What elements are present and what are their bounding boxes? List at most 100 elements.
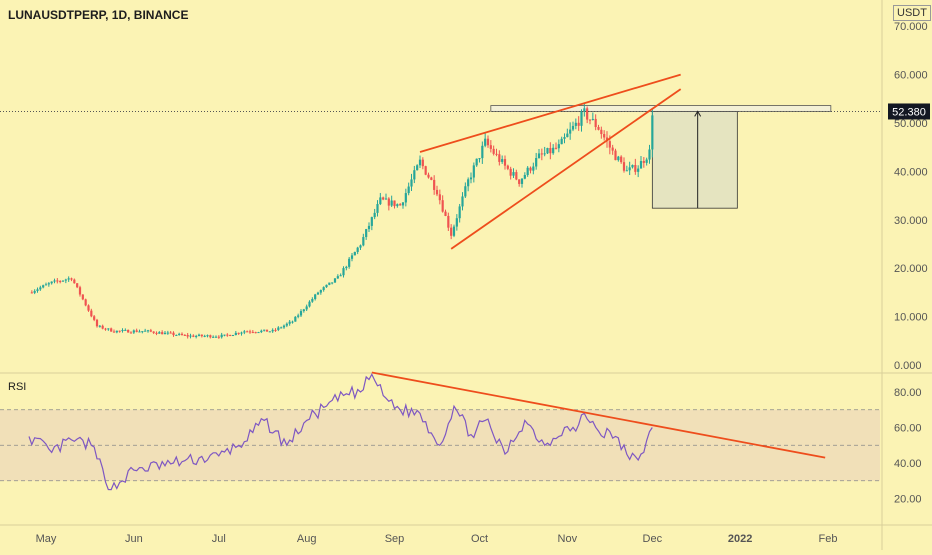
rsi-divergence-trendline[interactable] [371,371,826,459]
candle-body [146,330,150,332]
candle-body [277,327,280,330]
candle-body [124,329,127,331]
candle-body [560,138,563,145]
candle-body [144,330,147,332]
candle-body [433,179,436,190]
candle-body [214,336,218,338]
currency-badge[interactable]: USDT [893,5,931,21]
candle-body [90,310,93,317]
candle-body [498,154,501,162]
candle-body [441,200,444,212]
candle-body [180,333,184,335]
candle-body [639,161,643,169]
candle-body [336,276,339,279]
candle-body [268,331,271,333]
projection-box[interactable] [651,110,738,209]
wedge-lower-trendline[interactable] [450,88,682,250]
price-tick-label: 0.000 [894,360,922,372]
rsi-tick-label: 40.00 [894,458,922,470]
candle-body [345,266,348,269]
candle-body [280,327,283,329]
candle-body [620,156,623,163]
candle-body [382,197,385,200]
candle-body [234,332,237,336]
candle-body [101,325,104,329]
candle-body [518,179,521,184]
wedge-upper-trendline[interactable] [419,73,681,153]
candle-body [152,331,155,333]
candle-body [600,129,603,135]
candle-body [64,279,67,281]
candle-body [308,301,311,307]
time-tick-label: May [36,533,57,545]
candle-body [274,329,277,331]
candle-body [47,283,50,285]
candle-body [291,321,294,323]
last-price-label: 52.380 [892,106,926,118]
candle-body [591,118,594,120]
candle-body [263,329,266,331]
candle-body [594,118,597,128]
candle-body [138,331,141,333]
time-tick-label: Jul [212,533,226,545]
time-tick-label: Oct [471,533,488,545]
candle-body [393,200,396,207]
candle-body [588,119,592,121]
candle-body [175,334,178,336]
candle-body [331,282,334,284]
candle-body [450,227,453,236]
time-tick-label: Dec [643,533,663,545]
time-tick-label: Jun [125,533,143,545]
candle-body [297,315,300,317]
candle-body [529,167,532,171]
price-tick-label: 50.000 [894,118,928,130]
price-tick-label: 20.000 [894,263,928,275]
candle-body [537,153,541,158]
candle-body [87,305,90,311]
candle-body [141,331,144,333]
candle-body [107,328,110,330]
time-tick-label: Sep [385,533,405,545]
candle-body [217,336,220,338]
candle-body [243,331,246,333]
rsi-line[interactable] [28,372,653,491]
price-tick-label: 30.000 [894,215,928,227]
candle-body [42,285,45,288]
rsi-tick-label: 80.00 [894,387,922,399]
candle-body [282,325,286,328]
candle-body [501,159,504,162]
candle-body [608,141,611,148]
candle-body [367,225,371,230]
candle-body [444,211,447,216]
time-tick-label: Aug [297,533,317,545]
candle-body [373,212,376,218]
candle-body [509,168,512,176]
candle-body [515,172,518,180]
candle-body [413,170,416,180]
candle-body [95,319,99,327]
candle-body [302,309,305,312]
candle-body [407,186,410,194]
candle-body [622,162,626,171]
candle-body [59,281,62,283]
candle-body [73,279,76,284]
candle-body [566,133,569,138]
candle-body [161,332,164,335]
candle-body [642,161,645,163]
candle-body [237,332,240,334]
candle-body [376,204,379,213]
candle-body [311,299,314,302]
candle-body [645,159,648,163]
candle-body [526,167,529,175]
rsi-tick-label: 60.00 [894,423,922,435]
candle-body [70,278,73,280]
candle-body [427,174,430,178]
time-tick-label: Nov [558,533,578,545]
candle-body [404,193,407,203]
candle-body [384,198,388,200]
resistance-box[interactable] [490,105,832,112]
candle-body [319,290,322,293]
candle-body [410,179,413,187]
